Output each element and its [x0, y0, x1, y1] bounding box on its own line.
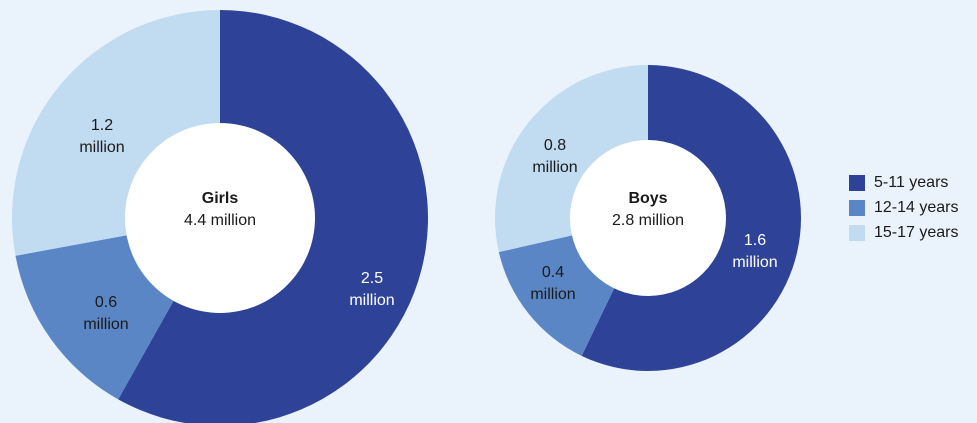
slice-label: 2.5 million: [349, 270, 394, 309]
slice-label: 0.4 million: [530, 264, 575, 303]
donut-hole: [125, 123, 315, 313]
legend-label: 5-11 years: [874, 173, 949, 191]
legend-label: 12-14 years: [874, 198, 959, 216]
legend-item-15-17: 15-17 years: [849, 220, 959, 245]
donut-girls: 2.5 million 0.6 million 1.2 million Girls 4.4 m…: [11, 10, 428, 423]
center-value: 2.8 million: [612, 212, 684, 229]
legend-swatch: [849, 224, 865, 241]
center-title: Boys: [628, 190, 667, 207]
slice-label: 0.8 million: [532, 137, 577, 176]
legend-item-12-14: 12-14 years: [849, 195, 959, 220]
legend: 5-11 years 12-14 years 15-17 years: [849, 170, 959, 245]
legend-swatch: [849, 199, 865, 216]
slice-label: 1.6 million: [732, 232, 777, 271]
center-value: 4.4 million: [184, 212, 256, 229]
slice-label: 1.2 million: [79, 117, 124, 156]
legend-label: 15-17 years: [874, 223, 959, 241]
slice-label: 0.6 million: [83, 294, 128, 333]
legend-item-5-11: 5-11 years: [849, 170, 959, 195]
donut-boys: 1.6 million 0.4 million 0.8 million Boys 2.8 mi…: [494, 65, 802, 371]
center-title: Girls: [202, 190, 239, 207]
legend-swatch: [849, 174, 865, 191]
donut-hole: [570, 140, 726, 296]
